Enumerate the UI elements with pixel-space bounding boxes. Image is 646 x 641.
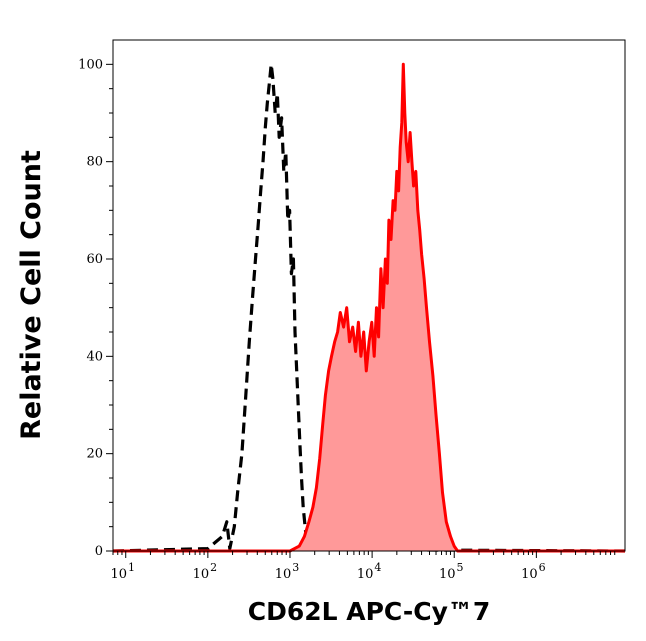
y-tick-label-100: 100	[78, 57, 103, 72]
y-tick-label-60: 60	[86, 252, 103, 267]
axes: 0 20 40 60 80 100 101 102 103 104 105 106	[78, 39, 626, 582]
x-tick-label-6: 106	[521, 561, 546, 582]
x-tick-label-4: 104	[357, 561, 382, 582]
y-tick-label-20: 20	[86, 447, 103, 462]
series-1-fill	[113, 64, 625, 552]
series-1-line	[113, 62, 625, 553]
x-tick-label-5: 105	[439, 561, 464, 582]
y-tick-label-40: 40	[86, 349, 103, 364]
y-tick-label-80: 80	[86, 155, 103, 170]
x-tick-label-1: 101	[110, 561, 135, 582]
y-tick-label-0: 0	[95, 544, 103, 559]
y-axis-title: Relative Cell Count	[16, 150, 47, 440]
plot-frame	[112, 39, 626, 552]
x-axis-title: CD62L APC-Cy™7	[248, 597, 491, 626]
x-tick-label-3: 103	[275, 561, 300, 582]
x-tick-label-2: 102	[193, 561, 218, 582]
plot-area	[112, 62, 626, 553]
